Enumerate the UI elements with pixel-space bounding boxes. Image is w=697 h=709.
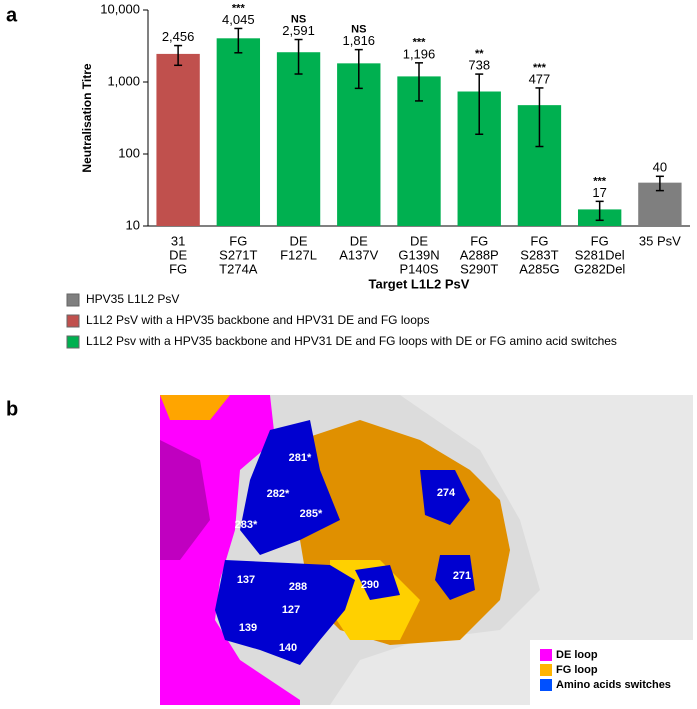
x-tick-label: FG bbox=[530, 233, 548, 248]
value-label: 2,456 bbox=[162, 29, 195, 44]
x-tick-label: G139N bbox=[398, 247, 439, 262]
residue-label: 290 bbox=[361, 579, 379, 591]
legend-swatch bbox=[540, 664, 552, 676]
residue-label: 137 bbox=[237, 574, 255, 586]
residue-label: 139 bbox=[239, 622, 257, 634]
residue-label: 281* bbox=[289, 452, 312, 464]
residue-label: 283* bbox=[235, 519, 258, 531]
bar bbox=[337, 63, 381, 226]
value-label: 40 bbox=[653, 160, 667, 175]
significance: *** bbox=[593, 175, 607, 187]
x-tick-label: S271T bbox=[219, 247, 257, 262]
value-label: 2,591 bbox=[282, 23, 315, 38]
residue-label: 271 bbox=[453, 570, 471, 582]
x-tick-label: 31 bbox=[171, 233, 185, 248]
x-tick-label: P140S bbox=[399, 261, 438, 276]
residue-label: 274 bbox=[437, 487, 456, 499]
x-tick-label: DE bbox=[290, 233, 308, 248]
legend-label: HPV35 L1L2 PsV bbox=[86, 292, 179, 306]
x-tick-label: FG bbox=[169, 261, 187, 276]
y-tick-label: 10 bbox=[126, 217, 140, 232]
residue-label: 288 bbox=[289, 581, 307, 593]
value-label: 738 bbox=[468, 58, 490, 73]
residue-label: 140 bbox=[279, 642, 297, 654]
panel-label: a bbox=[6, 4, 18, 26]
x-tick-label: S283T bbox=[520, 247, 558, 262]
significance: ** bbox=[475, 48, 484, 60]
y-tick-label: 1,000 bbox=[107, 73, 140, 88]
residue-label: 127 bbox=[282, 604, 300, 616]
legend-swatch bbox=[66, 335, 80, 349]
x-tick-label: A137V bbox=[339, 247, 378, 262]
x-tick-label: G282Del bbox=[574, 261, 625, 276]
bar bbox=[276, 52, 321, 226]
x-tick-label: FG bbox=[229, 233, 247, 248]
value-label: 477 bbox=[529, 71, 551, 86]
x-tick-label: S281Del bbox=[575, 247, 625, 262]
residue-label: 285* bbox=[300, 508, 323, 520]
legend-label: L1L2 Psv with a HPV35 backbone and HPV31… bbox=[86, 334, 617, 348]
x-tick-label: DE bbox=[410, 233, 428, 248]
panel-label: b bbox=[6, 398, 18, 420]
value-label: 1,816 bbox=[343, 33, 376, 48]
value-label: 17 bbox=[592, 185, 606, 200]
legend-swatch bbox=[540, 679, 552, 691]
y-axis-label: Neutralisation Titre bbox=[80, 63, 94, 172]
legend-label: L1L2 PsV with a HPV35 backbone and HPV31… bbox=[86, 313, 430, 327]
significance: NS bbox=[351, 24, 366, 36]
y-tick-label: 100 bbox=[118, 145, 140, 160]
bar bbox=[216, 38, 261, 226]
significance: *** bbox=[413, 37, 427, 49]
y-tick-label: 10,000 bbox=[100, 1, 140, 16]
x-tick-label: A285G bbox=[519, 261, 559, 276]
legend-swatch bbox=[540, 649, 552, 661]
x-tick-label: A288P bbox=[460, 247, 499, 262]
x-tick-label: FG bbox=[470, 233, 488, 248]
x-axis-label: Target L1L2 PsV bbox=[369, 276, 470, 291]
bar bbox=[156, 53, 200, 226]
x-tick-label: 35 PsV bbox=[639, 233, 681, 248]
legend-label: FG loop bbox=[556, 664, 598, 676]
legend-label: DE loop bbox=[556, 649, 598, 661]
x-tick-label: T274A bbox=[219, 261, 258, 276]
legend-swatch bbox=[66, 314, 80, 328]
significance: NS bbox=[291, 13, 306, 25]
significance: *** bbox=[232, 2, 246, 14]
value-label: 1,196 bbox=[403, 46, 436, 61]
legend-swatch bbox=[66, 293, 80, 307]
value-label: 4,045 bbox=[222, 12, 255, 27]
significance: *** bbox=[533, 62, 547, 74]
x-tick-label: DE bbox=[169, 247, 187, 262]
surface-image bbox=[160, 395, 693, 705]
x-tick-label: FG bbox=[591, 233, 609, 248]
x-tick-label: DE bbox=[350, 233, 368, 248]
x-tick-label: S290T bbox=[460, 261, 498, 276]
x-tick-label: F127L bbox=[280, 247, 317, 262]
legend-label: Amino acids switches bbox=[556, 679, 671, 691]
residue-label: 282* bbox=[267, 488, 290, 500]
